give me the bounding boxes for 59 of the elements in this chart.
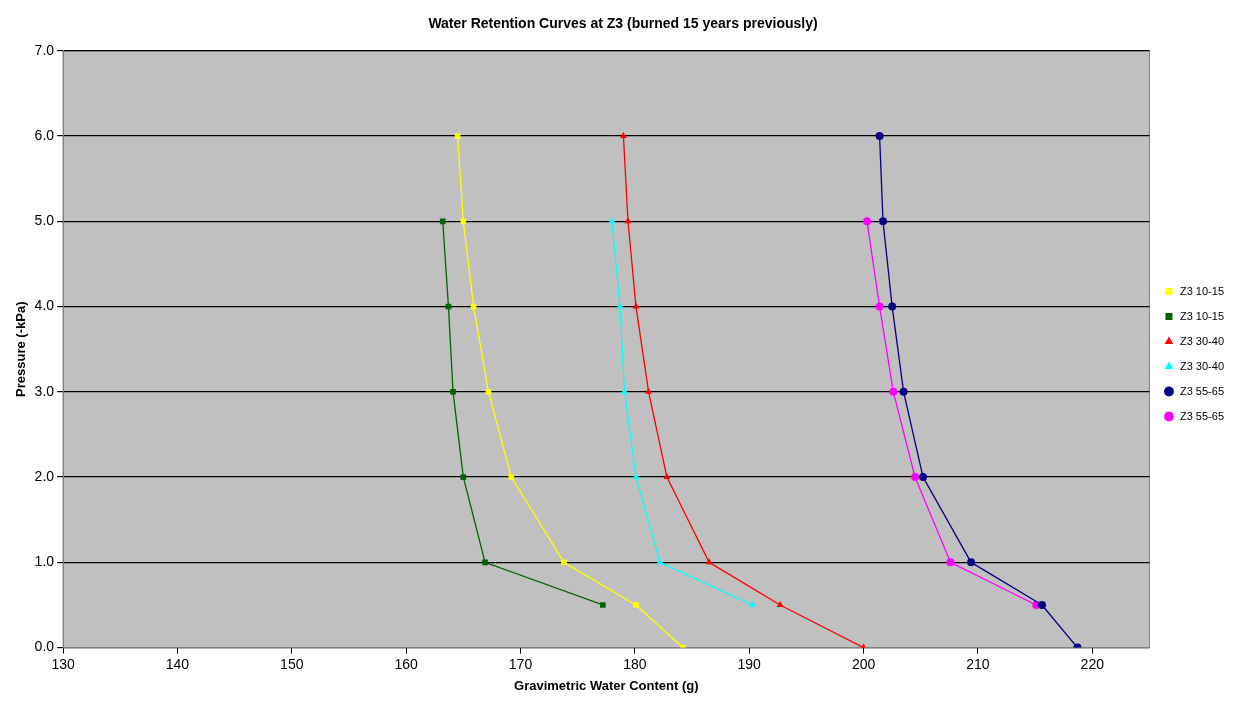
y-tick-label: 1.0 [34, 553, 55, 570]
legend-label: Z3 10-15 [1179, 309, 1224, 322]
x-tick-label: 130 [51, 655, 75, 672]
point [911, 473, 920, 482]
point [600, 602, 606, 608]
point [919, 473, 928, 482]
point [776, 600, 784, 607]
legend-label: Z3 10-15 [1179, 284, 1224, 297]
point [450, 389, 456, 395]
x-axis-title: Gravimetric Water Content (g) [514, 677, 699, 693]
point [875, 302, 884, 311]
legend-label: Z3 55-65 [1179, 409, 1224, 422]
legend-label: Z3 30-40 [1179, 334, 1224, 347]
legend-label: Z3 30-40 [1179, 359, 1224, 372]
y-tick-label: 3.0 [34, 382, 55, 399]
point [454, 133, 461, 139]
point [888, 302, 897, 311]
point [460, 218, 467, 225]
point [460, 474, 467, 480]
point [616, 302, 624, 309]
point [633, 602, 639, 608]
point [485, 389, 492, 395]
x-tick-label: 160 [394, 655, 419, 672]
x-tick-label: 220 [1080, 655, 1105, 672]
chart-title: Water Retention Curves at Z3 (burned 15 years previously) [428, 15, 818, 32]
point [663, 473, 671, 480]
point [439, 218, 446, 225]
point [946, 558, 955, 567]
point [967, 558, 976, 567]
point [621, 387, 629, 394]
x-tick-label: 190 [737, 655, 762, 672]
x-tick-label: 150 [280, 655, 304, 672]
y-tick-label: 2.0 [34, 467, 55, 484]
point [749, 600, 757, 607]
y-tick-label: 5.0 [34, 212, 55, 229]
point [863, 217, 872, 226]
x-tick-label: 210 [966, 655, 990, 672]
x-tick-label: 180 [623, 655, 647, 672]
point [875, 132, 884, 141]
point [1037, 600, 1046, 609]
y-axis-title: Pressure (-kPa) [13, 301, 29, 397]
point [619, 132, 627, 139]
point [645, 387, 653, 394]
point [561, 559, 567, 566]
x-tick-label: 170 [508, 655, 533, 672]
point [632, 302, 640, 309]
y-tick-label: 6.0 [34, 126, 55, 143]
point [889, 387, 898, 396]
point [879, 217, 888, 226]
point [899, 387, 908, 396]
point [632, 473, 640, 480]
y-tick-label: 4.0 [34, 297, 55, 314]
y-tick-label: 7.0 [34, 41, 55, 58]
x-tick-label: 140 [165, 655, 190, 672]
point [508, 474, 515, 480]
point [482, 559, 488, 566]
legend-label: Z3 55-65 [1179, 384, 1224, 397]
x-tick-label: 200 [851, 655, 876, 672]
y-tick-label: 0.0 [34, 638, 55, 655]
